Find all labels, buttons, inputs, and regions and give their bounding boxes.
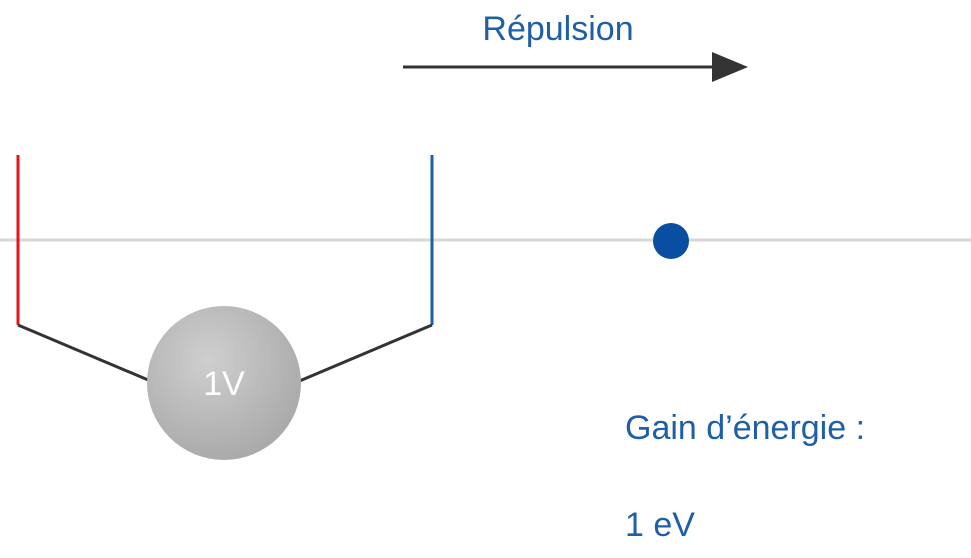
voltage-label: 1V bbox=[203, 365, 245, 403]
arrow-label: Répulsion bbox=[482, 10, 633, 48]
voltage-source bbox=[147, 306, 301, 460]
gain-value: 1 eV bbox=[625, 506, 695, 544]
wire bbox=[17, 323, 161, 387]
electron bbox=[653, 223, 689, 259]
wire bbox=[289, 323, 433, 387]
gain-title: Gain d’énergie : bbox=[625, 409, 865, 447]
